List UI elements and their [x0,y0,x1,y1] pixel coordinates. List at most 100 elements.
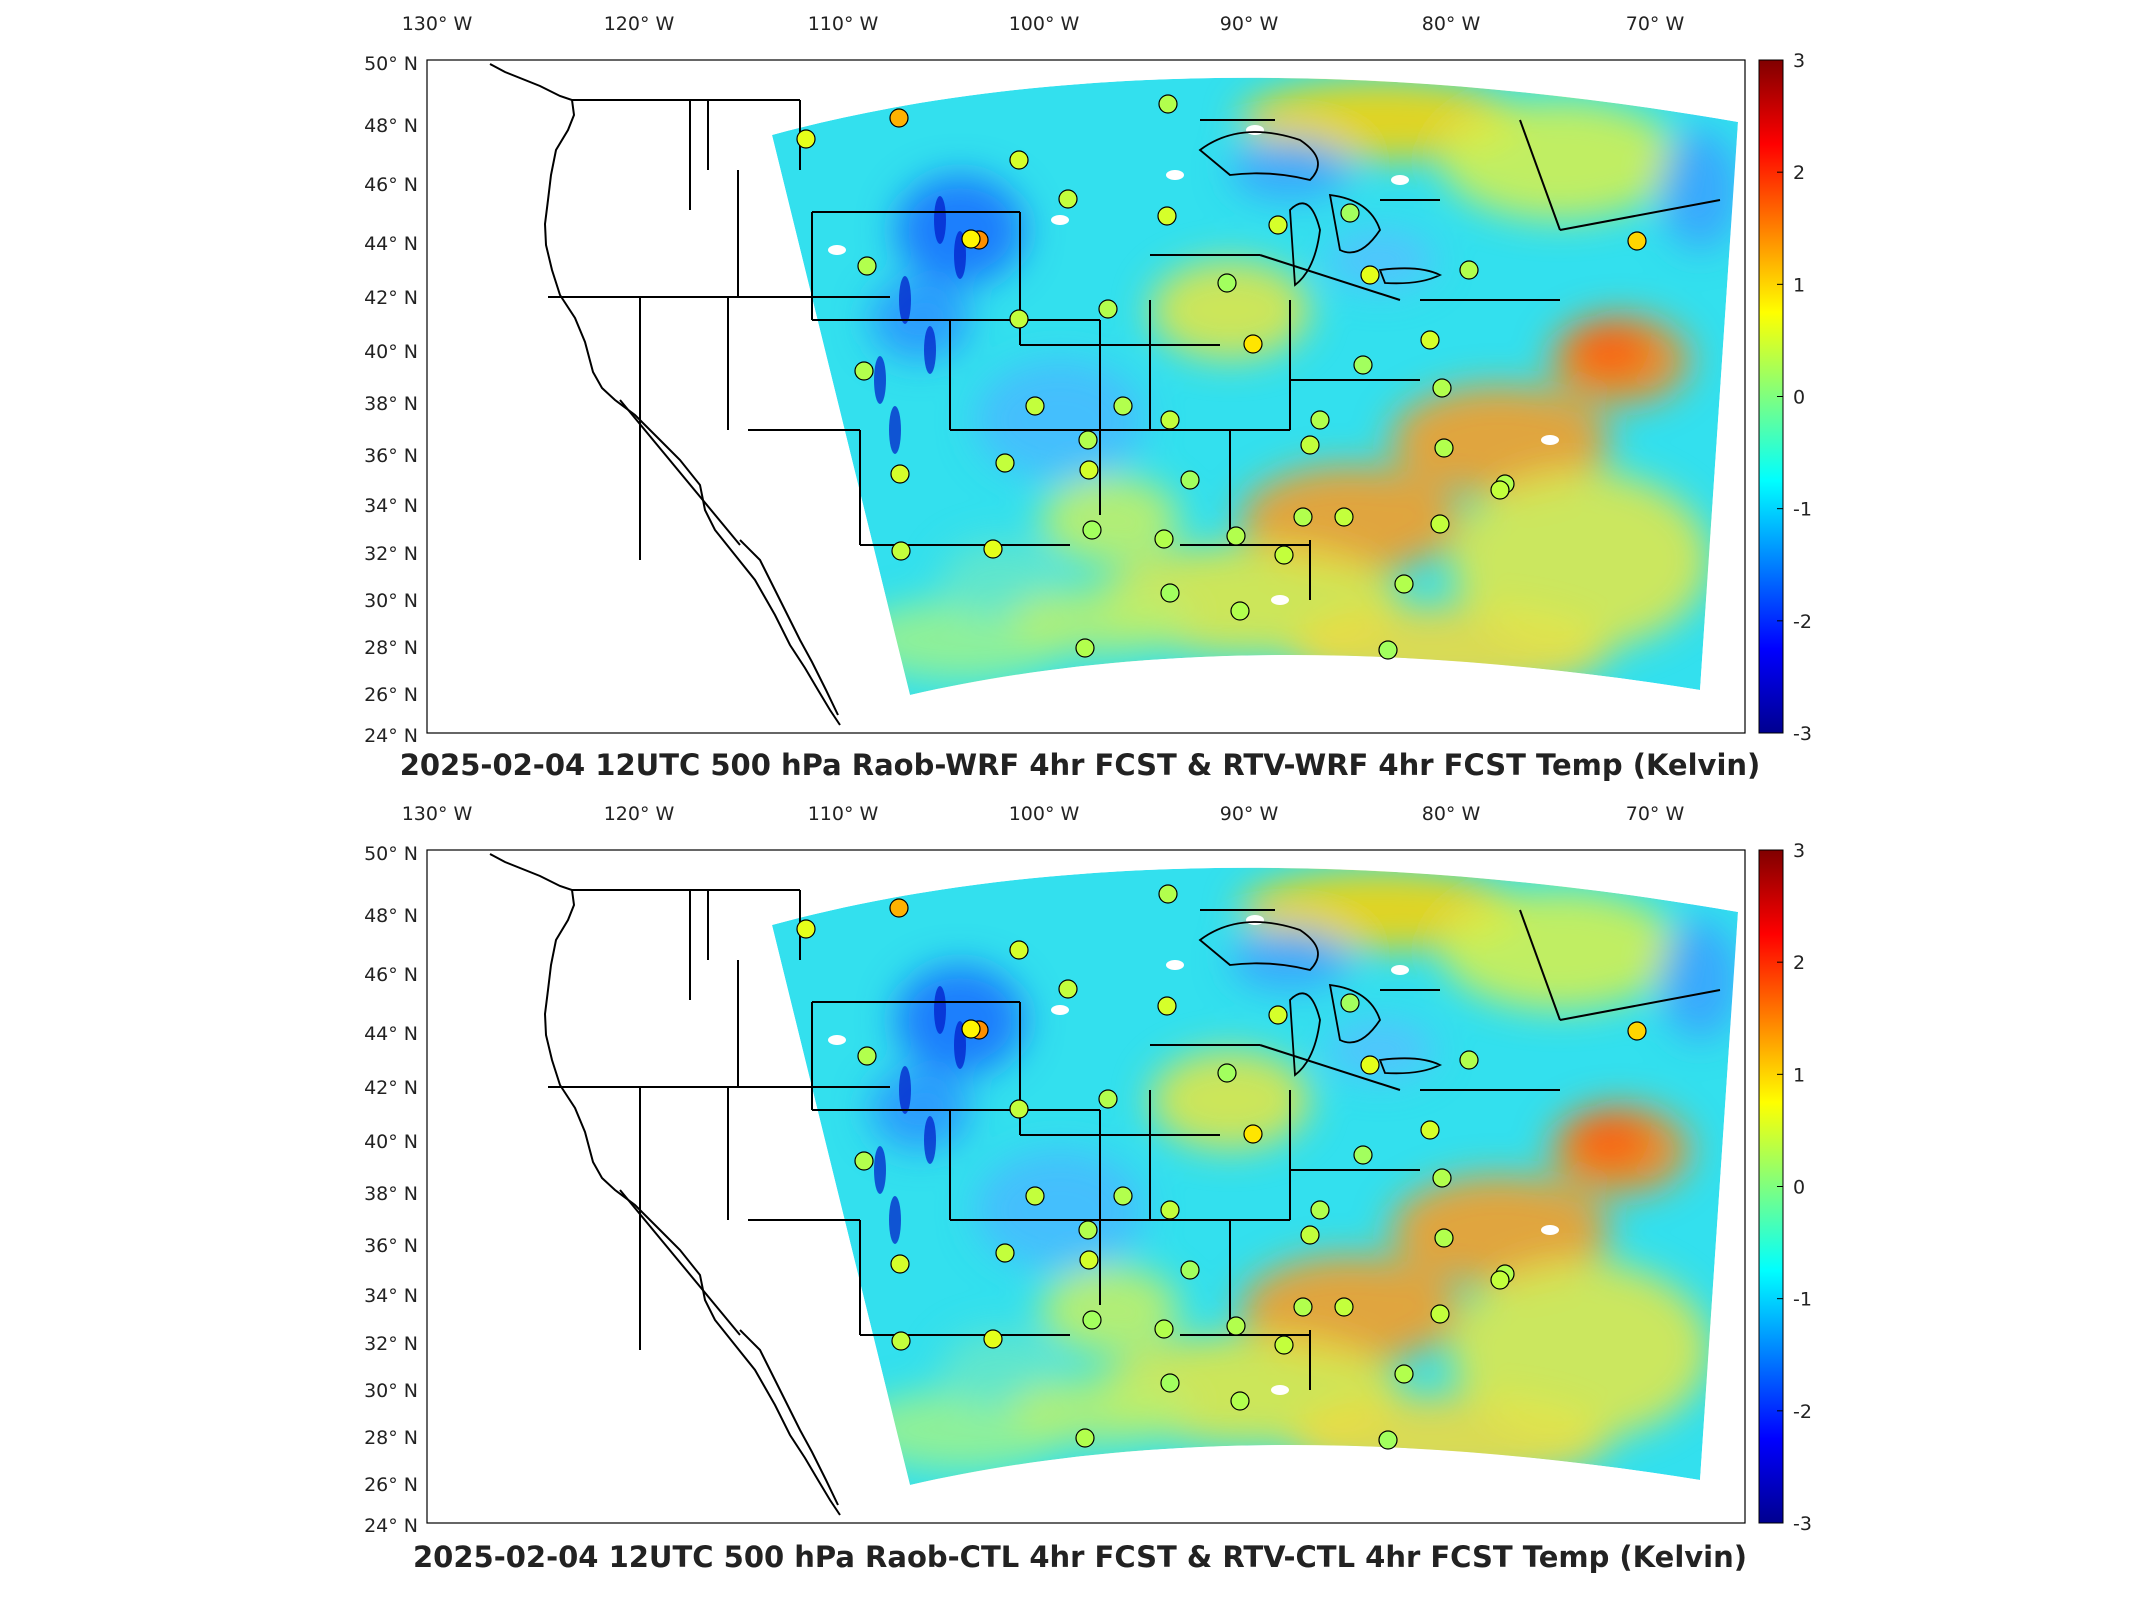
station-marker [857,256,877,276]
station-marker [1158,884,1178,904]
latitude-label: 38° N [364,1183,418,1205]
longitude-label: 90° W [1220,803,1279,825]
colorbar-tick-label: 0 [1793,1177,1805,1199]
longitude-label: 80° W [1422,803,1481,825]
colorbar-tick-label: 2 [1793,162,1805,184]
station-marker [1082,520,1102,540]
longitude-label: 70° W [1626,803,1685,825]
station-marker [1310,410,1330,430]
station-marker [1009,1099,1029,1119]
station-marker [1430,514,1450,534]
station-marker [983,539,1003,559]
station-marker [1180,470,1200,490]
station-marker [1217,1063,1237,1083]
station-marker [1075,638,1095,658]
map-plot: 130° W 120° W 110° W 100° W 90° W 80° W 70° W 5… [364,803,1812,1537]
latitude-label: 32° N [364,543,418,565]
station-marker [983,1329,1003,1349]
station-marker [1274,545,1294,565]
station-marker [1154,529,1174,549]
station-marker [1079,460,1099,480]
station-marker [889,898,909,918]
longitude-label: 130° W [402,13,473,35]
colorbar-tick-label: 1 [1793,274,1805,296]
temperature-difference-field [772,867,1738,1485]
station-marker [1310,1200,1330,1220]
station-marker [1025,396,1045,416]
map-boundaries [489,853,1721,1516]
temperature-difference-field [772,77,1738,695]
latitude-label: 36° N [364,1235,418,1257]
longitude-label: 130° W [402,803,473,825]
station-marker [891,1331,911,1351]
station-marker [1075,1428,1095,1448]
station-marker [1243,334,1263,354]
station-marker [1058,979,1078,999]
station-marker [1160,583,1180,603]
longitude-label: 120° W [604,803,675,825]
station-marker [1459,260,1479,280]
longitude-label: 110° W [808,803,879,825]
latitude-label: 46° N [364,964,418,986]
station-marker [1113,396,1133,416]
station-marker [1353,1145,1373,1165]
colorbar-tick-label: 1 [1793,1064,1805,1086]
longitude-label: 70° W [1626,13,1685,35]
panel-title: 2025-02-04 12UTC 500 hPa Raob-CTL 4hr FC… [412,1540,1747,1574]
latitude-label: 34° N [364,1285,418,1307]
colorbar-tick-label: 0 [1793,387,1805,409]
station-marker [1360,1055,1380,1075]
station-marker [1300,1225,1320,1245]
station-marker [1079,1250,1099,1270]
station-marker [1268,215,1288,235]
station-marker [1274,1335,1294,1355]
latitude-label: 50° N [364,843,418,865]
station-marker [1434,438,1454,458]
latitude-label: 32° N [364,1333,418,1355]
station-marker [1098,1089,1118,1109]
station-marker [1230,1391,1250,1411]
latitude-label: 34° N [364,495,418,517]
latitude-label: 44° N [364,1023,418,1045]
panel-raob-wrf: 130° W 120° W 110° W 100° W 90° W 80° W 70° W 5… [364,13,1812,782]
station-marker [1058,189,1078,209]
colorbar-tick-label: -2 [1793,611,1812,633]
latitude-label: 24° N [364,1515,418,1537]
station-marker [1360,265,1380,285]
station-marker [1078,1220,1098,1240]
colorbar-tick-label: 3 [1793,50,1805,72]
colorbar-tick-label: 3 [1793,840,1805,862]
station-marker [854,1151,874,1171]
station-marker [1025,1186,1045,1206]
station-marker [1490,480,1510,500]
station-marker [1334,1297,1354,1317]
station-marker [1157,996,1177,1016]
station-marker [1300,435,1320,455]
station-marker [1082,1310,1102,1330]
station-marker [1160,1373,1180,1393]
station-marker [1154,1319,1174,1339]
station-marker [1434,1228,1454,1248]
station-marker [1217,273,1237,293]
latitude-label: 28° N [364,1427,418,1449]
panel-title: 2025-02-04 12UTC 500 hPa Raob-WRF 4hr FC… [399,748,1761,782]
latitude-label: 40° N [364,341,418,363]
latitude-label: 30° N [364,590,418,612]
station-marker [1334,507,1354,527]
latitude-label: 42° N [364,287,418,309]
station-marker [1078,430,1098,450]
latitude-label: 46° N [364,174,418,196]
station-marker [1420,1120,1440,1140]
station-marker [1113,1186,1133,1206]
station-marker [995,453,1015,473]
colorbar-tick-label: 2 [1793,952,1805,974]
station-marker [1243,1124,1263,1144]
station-marker [1098,299,1118,319]
latitude-label: 40° N [364,1131,418,1153]
latitude-label: 28° N [364,637,418,659]
station-marker [891,541,911,561]
latitude-label: 38° N [364,393,418,415]
station-marker [1009,309,1029,329]
latitude-label: 44° N [364,233,418,255]
station-marker [1157,206,1177,226]
